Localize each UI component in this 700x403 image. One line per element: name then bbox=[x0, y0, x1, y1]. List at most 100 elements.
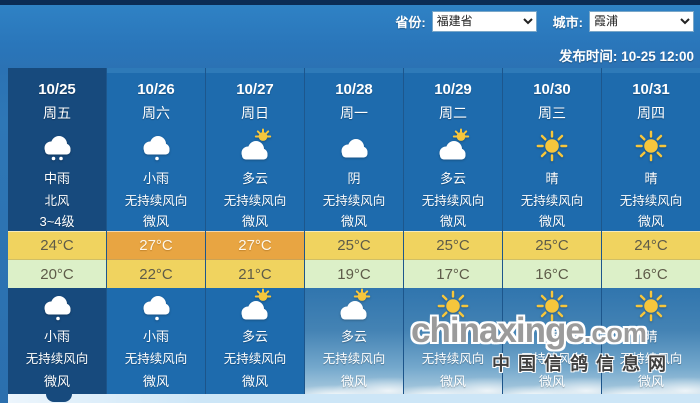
day-wind-level-label: 微风 bbox=[241, 214, 268, 229]
cloudy-sun-icon bbox=[237, 128, 273, 164]
low-temp-cell: 19°C bbox=[305, 260, 403, 288]
day-wind-label: 北风 bbox=[44, 193, 70, 208]
day-wind-level-label: 3~4级 bbox=[39, 214, 75, 229]
overcast-icon bbox=[336, 128, 372, 164]
night-wind-label: 无持续风向 bbox=[619, 351, 683, 366]
night-wind-label: 无持续风向 bbox=[322, 351, 386, 366]
date-label: 10/26 bbox=[137, 81, 175, 98]
night-weather-label: 晴 bbox=[644, 328, 658, 344]
night-wind-level-label: 微风 bbox=[142, 374, 169, 389]
sunny-icon bbox=[534, 128, 570, 164]
day-wind-label: 无持续风向 bbox=[322, 193, 386, 208]
day-section: 10/25 周五 中雨 北风 3~4级 bbox=[8, 68, 106, 231]
day-weather-label: 多云 bbox=[241, 170, 268, 186]
night-weather-label: 晴 bbox=[545, 328, 559, 344]
night-wind-level-label: 微风 bbox=[43, 374, 70, 389]
forecast-column[interactable]: 10/31 周四 晴 无持续风向 微风 24°C 16°C 晴 无持续风向 微风 bbox=[601, 68, 700, 394]
day-weather-label: 晴 bbox=[545, 170, 559, 186]
forecast-column[interactable]: 10/30 周三 晴 无持续风向 微风 25°C 16°C 晴 无持续风向 微风 bbox=[502, 68, 601, 394]
night-section: 晴 无持续风向 微风 bbox=[404, 288, 502, 394]
night-wind-level-label: 微风 bbox=[538, 374, 565, 389]
night-wind-label: 无持续风向 bbox=[25, 351, 89, 366]
low-temp-cell: 20°C bbox=[8, 260, 106, 288]
night-wind-label: 无持续风向 bbox=[421, 351, 485, 366]
city-label: 城市: bbox=[552, 14, 583, 30]
night-section: 小雨 无持续风向 微风 bbox=[8, 288, 106, 394]
day-section: 10/27 周日 多云 无持续风向 微风 bbox=[206, 68, 304, 231]
night-weather-label: 晴 bbox=[446, 328, 460, 344]
forecast-column[interactable]: 10/27 周日 多云 无持续风向 微风 27°C 21°C 多云 无持续风向 … bbox=[205, 68, 304, 394]
sunny-icon bbox=[633, 288, 669, 324]
weekday-label: 周三 bbox=[538, 105, 566, 121]
day-weather-label: 阴 bbox=[347, 170, 361, 186]
day-section: 10/26 周六 小雨 无持续风向 微风 bbox=[107, 68, 205, 231]
sunny-icon bbox=[633, 128, 669, 164]
forecast-column[interactable]: 10/26 周六 小雨 无持续风向 微风 27°C 22°C 小雨 无持续风向 … bbox=[106, 68, 205, 394]
rain-medium-icon bbox=[39, 128, 75, 164]
low-temp-cell: 21°C bbox=[206, 260, 304, 288]
high-temp-cell: 25°C bbox=[503, 231, 601, 260]
high-temp-cell: 27°C bbox=[206, 231, 304, 260]
sunny-icon bbox=[534, 288, 570, 324]
day-section: 10/29 周二 多云 无持续风向 微风 bbox=[404, 68, 502, 231]
date-label: 10/30 bbox=[533, 81, 571, 98]
night-wind-level-label: 微风 bbox=[637, 374, 664, 389]
date-label: 10/28 bbox=[335, 81, 373, 98]
day-weather-label: 多云 bbox=[439, 170, 466, 186]
low-temp-cell: 16°C bbox=[503, 260, 601, 288]
forecast-column[interactable]: 10/28 周一 阴 无持续风向 微风 25°C 19°C 多云 无持续风向 微… bbox=[304, 68, 403, 394]
day-section: 10/30 周三 晴 无持续风向 微风 bbox=[503, 68, 601, 231]
high-temp-cell: 25°C bbox=[305, 231, 403, 260]
province-select[interactable]: 福建省 bbox=[431, 10, 537, 32]
day-section: 10/31 周四 晴 无持续风向 微风 bbox=[602, 68, 700, 231]
day-weather-label: 小雨 bbox=[142, 170, 169, 186]
selected-day-notch bbox=[46, 394, 72, 402]
night-section: 晴 无持续风向 微风 bbox=[503, 288, 601, 394]
night-weather-label: 多云 bbox=[241, 328, 268, 344]
night-weather-label: 小雨 bbox=[43, 328, 70, 344]
low-temp-cell: 22°C bbox=[107, 260, 205, 288]
rain-light-icon bbox=[138, 128, 174, 164]
bottom-bar bbox=[8, 394, 700, 403]
day-wind-level-label: 微风 bbox=[142, 214, 169, 229]
date-label: 10/29 bbox=[434, 81, 472, 98]
night-wind-level-label: 微风 bbox=[439, 374, 466, 389]
night-section: 晴 无持续风向 微风 bbox=[602, 288, 700, 394]
cloudy-sun-icon bbox=[237, 288, 273, 324]
publish-time: 发布时间: 10-25 12:00 bbox=[558, 49, 694, 64]
day-wind-label: 无持续风向 bbox=[124, 193, 188, 208]
night-wind-level-label: 微风 bbox=[340, 374, 367, 389]
night-weather-label: 小雨 bbox=[142, 328, 169, 344]
forecast-column[interactable]: 10/29 周二 多云 无持续风向 微风 25°C 17°C 晴 无持续风向 微… bbox=[403, 68, 502, 394]
weekday-label: 周一 bbox=[340, 105, 368, 121]
weekday-label: 周五 bbox=[43, 105, 71, 121]
night-wind-label: 无持续风向 bbox=[223, 351, 287, 366]
province-label: 省份: bbox=[395, 14, 426, 30]
date-label: 10/27 bbox=[236, 81, 274, 98]
rain-light-icon bbox=[138, 288, 174, 324]
forecast-column[interactable]: 10/25 周五 中雨 北风 3~4级 24°C 20°C 小雨 无持续风向 微… bbox=[8, 68, 106, 394]
cloudy-sun-icon bbox=[336, 288, 372, 324]
day-wind-label: 无持续风向 bbox=[421, 193, 485, 208]
day-wind-label: 无持续风向 bbox=[520, 193, 584, 208]
night-section: 小雨 无持续风向 微风 bbox=[107, 288, 205, 394]
high-temp-cell: 25°C bbox=[404, 231, 502, 260]
day-wind-level-label: 微风 bbox=[538, 214, 565, 229]
cloudy-sun-icon bbox=[435, 128, 471, 164]
night-wind-level-label: 微风 bbox=[241, 374, 268, 389]
city-select[interactable]: 霞浦 bbox=[589, 10, 694, 32]
night-section: 多云 无持续风向 微风 bbox=[305, 288, 403, 394]
sunny-icon bbox=[435, 288, 471, 324]
high-temp-cell: 24°C bbox=[602, 231, 700, 260]
night-weather-label: 多云 bbox=[340, 328, 367, 344]
weekday-label: 周日 bbox=[241, 105, 269, 121]
low-temp-cell: 16°C bbox=[602, 260, 700, 288]
day-wind-label: 无持续风向 bbox=[619, 193, 683, 208]
day-section: 10/28 周一 阴 无持续风向 微风 bbox=[305, 68, 403, 231]
weekday-label: 周二 bbox=[439, 105, 467, 121]
day-wind-level-label: 微风 bbox=[340, 214, 367, 229]
night-wind-label: 无持续风向 bbox=[124, 351, 188, 366]
day-weather-label: 晴 bbox=[644, 170, 658, 186]
date-label: 10/25 bbox=[38, 81, 76, 98]
day-wind-label: 无持续风向 bbox=[223, 193, 287, 208]
